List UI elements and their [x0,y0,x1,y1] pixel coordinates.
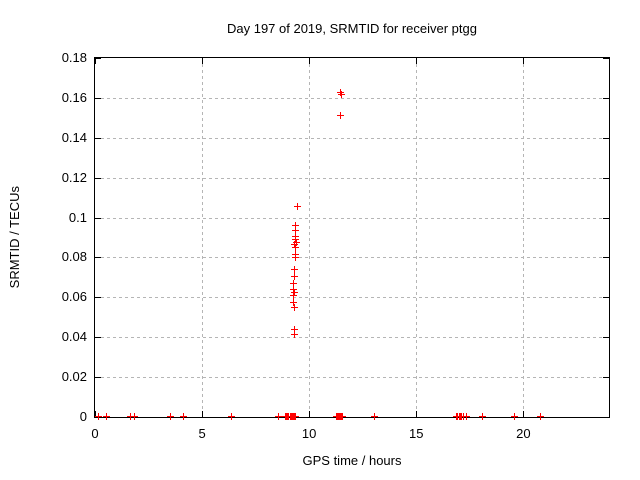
x-axis-label: GPS time / hours [302,453,402,468]
x-tick-label: 20 [516,426,531,441]
x-axis-tick [202,411,204,417]
y-axis-tick [603,97,609,99]
y-axis-tick [95,97,101,99]
y-axis-tick [603,137,609,139]
y-tick-label: 0.12 [61,169,87,185]
v-gridline [309,58,311,417]
v-gridline [202,58,204,417]
y-axis-tick [603,377,609,379]
y-axis-tick [603,297,609,299]
x-axis-tick [416,411,418,417]
data-point [228,413,236,420]
data-point [291,243,299,251]
y-axis-tick [95,137,101,139]
y-tick-label: 0.02 [61,369,87,385]
data-point [291,236,299,244]
h-gridline [95,97,609,99]
y-axis-tick [603,177,609,179]
y-tick-label: 0.18 [61,50,87,65]
data-point [274,413,282,420]
y-tick-label: 0.04 [61,329,87,345]
x-axis-tick [95,58,96,64]
y-axis-label-text: SRMTID / TECUs [7,186,22,289]
data-point [290,299,298,307]
x-axis-tick [309,58,311,64]
data-point [371,413,379,420]
h-gridline [95,257,609,259]
y-tick-label: 0.06 [61,289,87,305]
v-gridline [416,58,418,417]
x-axis-tick [309,411,311,417]
data-point [290,286,298,294]
data-point [290,326,298,334]
h-gridline [95,137,609,139]
data-point [511,413,519,420]
y-axis-tick [603,417,609,418]
chart-title: Day 197 of 2019, SRMTID for receiver ptg… [226,21,477,36]
data-point [294,202,302,210]
data-point [290,272,298,280]
y-tick-label: 0 [79,409,87,424]
y-axis-tick [603,58,609,59]
y-tick-label: 0.08 [61,249,87,265]
data-point [290,331,298,339]
data-point [291,288,299,296]
h-gridline [95,377,609,379]
data-point [292,239,300,247]
data-point [479,413,487,420]
y-axis-tick [95,297,101,299]
v-gridline [523,58,525,417]
data-point [292,221,300,229]
data-point [292,254,300,262]
x-tick-label: 10 [301,426,317,441]
y-axis-tick [95,58,101,59]
x-axis-tick [523,411,525,417]
data-point [463,413,471,420]
h-gridline [95,297,609,299]
data-point [102,413,110,420]
x-tick-label: 5 [198,426,206,441]
y-axis-tick [95,217,101,219]
y-axis-tick [95,417,101,418]
data-point [290,266,298,274]
x-axis-tick [416,58,418,64]
data-point [95,413,103,420]
h-gridline [95,177,609,179]
data-point [292,226,300,234]
data-point [336,88,344,96]
y-axis-label: SRMTID / TECUs [6,57,24,418]
data-point [339,413,347,420]
data-point [167,413,175,420]
x-axis-tick [95,411,96,417]
y-axis-tick [95,177,101,179]
data-point [291,413,299,420]
y-tick-label: 0.16 [61,89,87,105]
data-point [292,232,300,240]
y-tick-label: 0.1 [68,209,87,225]
data-point [337,111,345,119]
x-axis-tick [523,58,525,64]
x-axis-tick [202,58,204,64]
y-axis-tick [603,337,609,339]
y-axis-tick [603,217,609,219]
data-point [127,413,135,420]
data-point [337,91,345,99]
y-axis-tick [95,377,101,379]
plot-area [94,57,610,420]
y-tick-label: 0.14 [61,129,87,145]
data-point [290,279,298,287]
y-axis-tick [603,257,609,259]
y-axis-tick [95,337,101,339]
h-gridline [95,217,609,219]
data-point [131,413,139,420]
x-tick-label: 0 [91,426,99,441]
data-point [179,413,187,420]
x-tick-label: 15 [409,426,424,441]
h-gridline [95,337,609,339]
y-axis-tick [95,257,101,259]
data-point [537,413,545,420]
data-point [290,304,298,312]
data-point [290,292,298,300]
